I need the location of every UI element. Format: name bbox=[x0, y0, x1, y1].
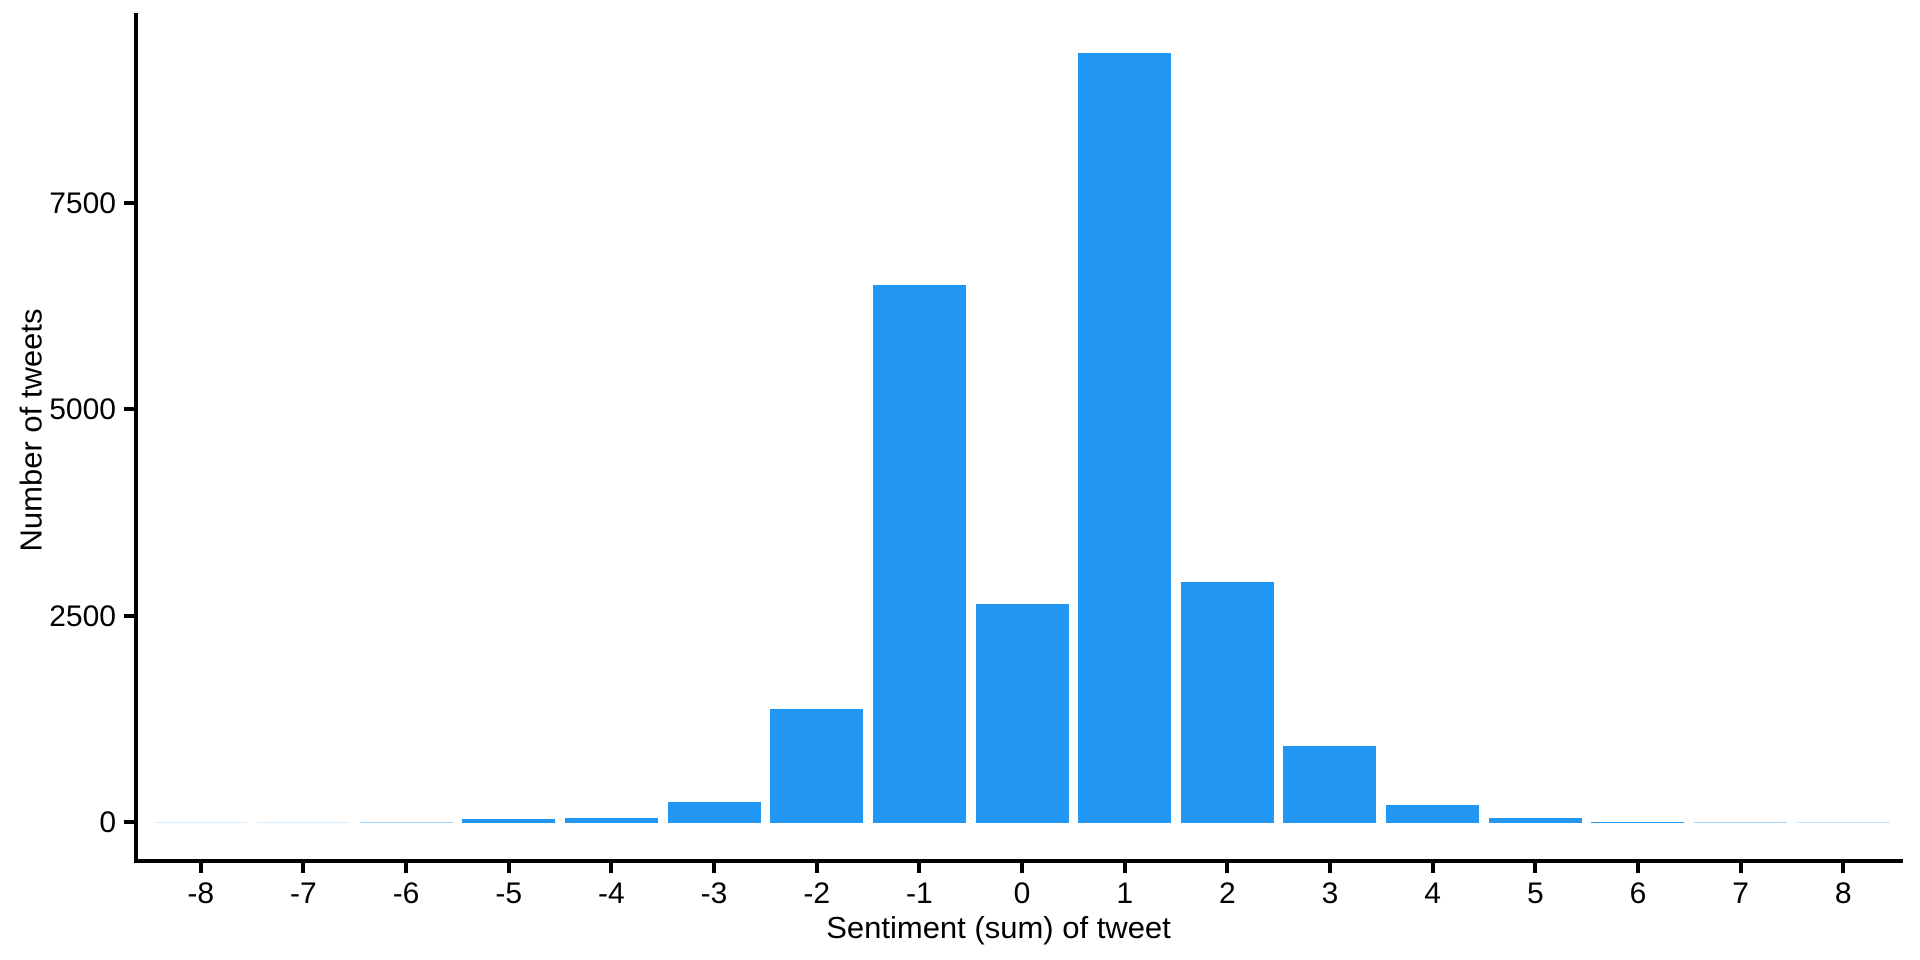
x-axis-tick bbox=[198, 863, 203, 873]
x-tick-label: -6 bbox=[392, 877, 420, 910]
x-axis-tick bbox=[1020, 863, 1024, 873]
x-tick-label: -3 bbox=[700, 877, 728, 910]
y-axis-tick bbox=[124, 407, 134, 412]
histogram-bar--5 bbox=[462, 819, 556, 823]
x-axis-tick bbox=[1533, 863, 1538, 873]
histogram-bar-4 bbox=[1386, 805, 1480, 823]
x-axis-tick bbox=[1225, 863, 1230, 873]
x-tick-label: 2 bbox=[1218, 877, 1236, 910]
y-tick-label: 2500 bbox=[49, 599, 116, 633]
x-axis-title: Sentiment (sum) of tweet bbox=[826, 910, 1171, 945]
histogram-bar--2 bbox=[770, 709, 864, 823]
x-axis-tick bbox=[1841, 863, 1846, 873]
histogram-bar--1 bbox=[872, 284, 966, 823]
y-axis-tick bbox=[124, 820, 134, 824]
histogram-bar--4 bbox=[564, 818, 658, 823]
histogram-bar--6 bbox=[359, 822, 453, 823]
y-axis-line bbox=[134, 13, 138, 863]
histogram-bar-7 bbox=[1694, 822, 1788, 823]
x-axis-tick bbox=[1635, 863, 1640, 873]
x-axis-tick bbox=[506, 863, 511, 873]
x-axis-tick bbox=[1327, 863, 1332, 873]
histogram-bar-8 bbox=[1796, 822, 1890, 823]
x-axis-tick bbox=[1738, 863, 1743, 873]
x-tick-label: -1 bbox=[905, 877, 933, 910]
x-tick-label: 5 bbox=[1526, 877, 1544, 910]
x-axis-tick bbox=[917, 863, 922, 873]
y-tick-label: 5000 bbox=[49, 393, 116, 427]
histogram-bar-2 bbox=[1180, 582, 1274, 823]
x-axis-tick bbox=[609, 863, 614, 873]
histogram-bar-0 bbox=[975, 604, 1069, 823]
histogram-bar-5 bbox=[1488, 818, 1582, 823]
y-axis-title: Number of tweets bbox=[13, 308, 49, 552]
histogram-bar--3 bbox=[667, 801, 761, 823]
histogram-bar--8 bbox=[154, 822, 248, 823]
x-tick-label: -7 bbox=[290, 877, 317, 910]
x-tick-label: -5 bbox=[495, 877, 523, 910]
x-axis-tick bbox=[301, 863, 306, 873]
y-axis-tick bbox=[124, 201, 134, 205]
x-axis-tick bbox=[1430, 863, 1435, 873]
x-tick-label: -8 bbox=[187, 877, 215, 910]
histogram-bar-3 bbox=[1283, 746, 1377, 823]
histogram-bar-1 bbox=[1078, 52, 1172, 823]
histogram-bar--7 bbox=[256, 822, 350, 823]
x-tick-label: 4 bbox=[1424, 877, 1441, 910]
x-axis-line bbox=[134, 859, 1903, 863]
x-axis-tick bbox=[712, 863, 717, 873]
x-tick-label: 7 bbox=[1732, 877, 1749, 910]
y-axis-tick bbox=[124, 613, 134, 618]
y-tick-label: 0 bbox=[99, 806, 116, 839]
x-axis-tick bbox=[404, 863, 409, 873]
x-tick-label: 6 bbox=[1629, 877, 1647, 910]
histogram-bar-6 bbox=[1591, 821, 1685, 823]
x-tick-label: 3 bbox=[1321, 877, 1339, 910]
x-tick-label: -2 bbox=[803, 877, 831, 910]
x-axis-tick bbox=[1122, 863, 1127, 873]
x-tick-label: -4 bbox=[598, 877, 625, 910]
x-axis-tick bbox=[814, 863, 819, 873]
x-tick-label: 8 bbox=[1834, 877, 1852, 910]
x-tick-label: 1 bbox=[1116, 877, 1133, 910]
y-tick-label: 7500 bbox=[49, 187, 116, 220]
x-tick-label: 0 bbox=[1013, 877, 1031, 910]
